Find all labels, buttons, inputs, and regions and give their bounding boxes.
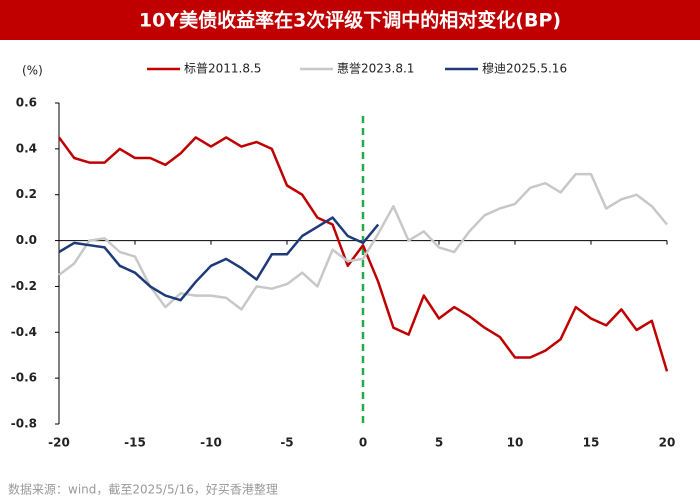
x-tick-label: -5 [280,436,293,450]
x-tick-label: -15 [124,436,146,450]
y-tick-label: 0.2 [16,187,37,201]
y-tick-label: -0.6 [11,371,37,385]
series-line [58,172,668,311]
title-bar [0,0,700,40]
source-note: 数据来源：wind，截至2025/5/16，好买香港整理 [8,482,278,497]
legend-label: 标普2011.8.5 [184,62,261,76]
y-tick-label: 0.6 [16,96,37,110]
x-tick-label: 10 [507,436,524,450]
chart-title: 10Y美债收益率在3次评级下调中的相对变化(BP) [139,9,561,32]
x-tick-label: 15 [583,436,600,450]
legend-label: 惠誉2023.8.1 [337,62,414,76]
x-tick-label: -10 [200,436,222,450]
y-axis-label: (%) [22,64,43,78]
x-tick-label: 0 [359,436,367,450]
y-tick-label: 0.0 [16,233,37,247]
x-tick-label: 20 [659,436,676,450]
x-tick-label: 5 [435,436,443,450]
x-tick-label: -20 [48,436,70,450]
y-tick-label: -0.8 [11,417,37,431]
series-line [57,136,669,372]
y-tick-label: -0.4 [11,325,37,339]
legend-label: 穆迪2025.5.16 [482,61,567,76]
series-line [58,216,380,302]
y-tick-label: -0.2 [11,279,37,293]
y-tick-label: 0.4 [16,141,37,155]
